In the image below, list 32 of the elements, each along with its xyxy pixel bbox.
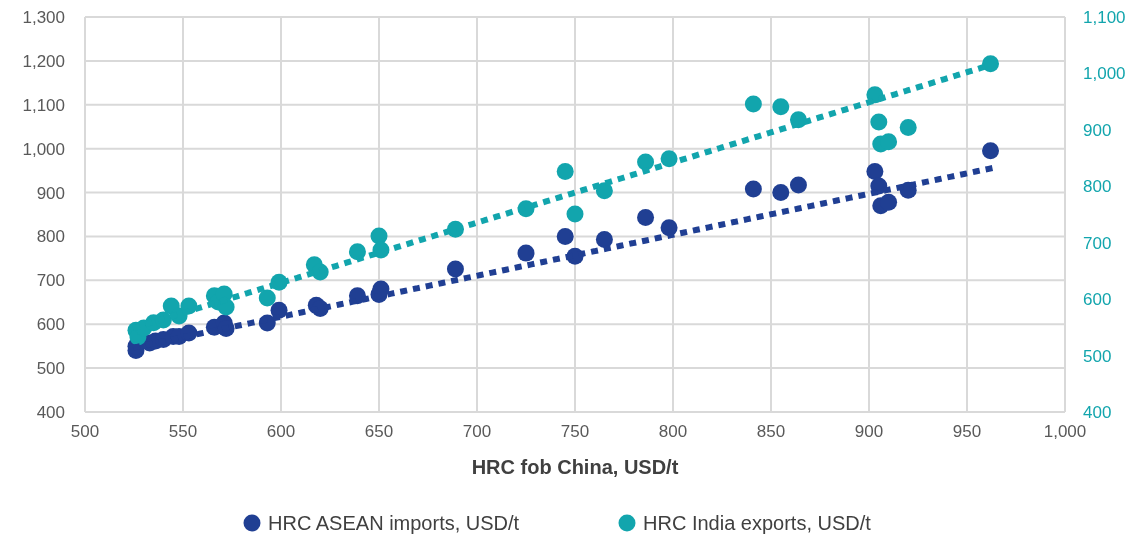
x-tick-label: 800: [658, 422, 688, 441]
x-tick-label: 500: [70, 422, 100, 441]
y2-tick-label: 800: [1083, 177, 1112, 197]
y-tick-label: 900: [36, 183, 65, 203]
x-tick-label: 550: [168, 422, 198, 441]
y2-tick-label: 1,100: [1083, 8, 1126, 27]
y-tick-label: 1,300: [22, 8, 65, 27]
x-tick-label: 700: [462, 422, 492, 441]
y-tick-label: 500: [36, 359, 65, 379]
y2-tick-label: 700: [1083, 233, 1112, 253]
y2-tick-label: 500: [1083, 346, 1112, 366]
legend-label: HRC India exports, USD/t: [643, 512, 872, 534]
y2-tick-label: 1,000: [1083, 64, 1126, 84]
x-tick-label: 1,000: [1043, 422, 1087, 441]
x-tick-label: 950: [952, 422, 982, 441]
y-tick-label: 1,000: [22, 139, 65, 159]
x-tick-label: 900: [854, 422, 884, 441]
y2-tick-label: 400: [1083, 403, 1112, 422]
y-tick-label: 600: [36, 315, 65, 335]
x-tick-label: 850: [756, 422, 786, 441]
y-tick-label: 400: [36, 403, 65, 422]
y-tick-label: 800: [36, 227, 65, 247]
x-tick-label: 600: [266, 422, 296, 441]
x-tick-label: 650: [364, 422, 394, 441]
x-tick-label: 750: [560, 422, 590, 441]
y2-tick-label: 600: [1083, 290, 1112, 310]
legend-label: HRC ASEAN imports, USD/t: [268, 512, 520, 534]
x-axis-title: HRC fob China, USD/t: [471, 456, 679, 478]
y-tick-label: 1,100: [22, 95, 65, 115]
y2-tick-label: 900: [1083, 120, 1112, 140]
y-tick-label: 1,200: [22, 51, 65, 71]
y-tick-label: 700: [36, 271, 65, 291]
